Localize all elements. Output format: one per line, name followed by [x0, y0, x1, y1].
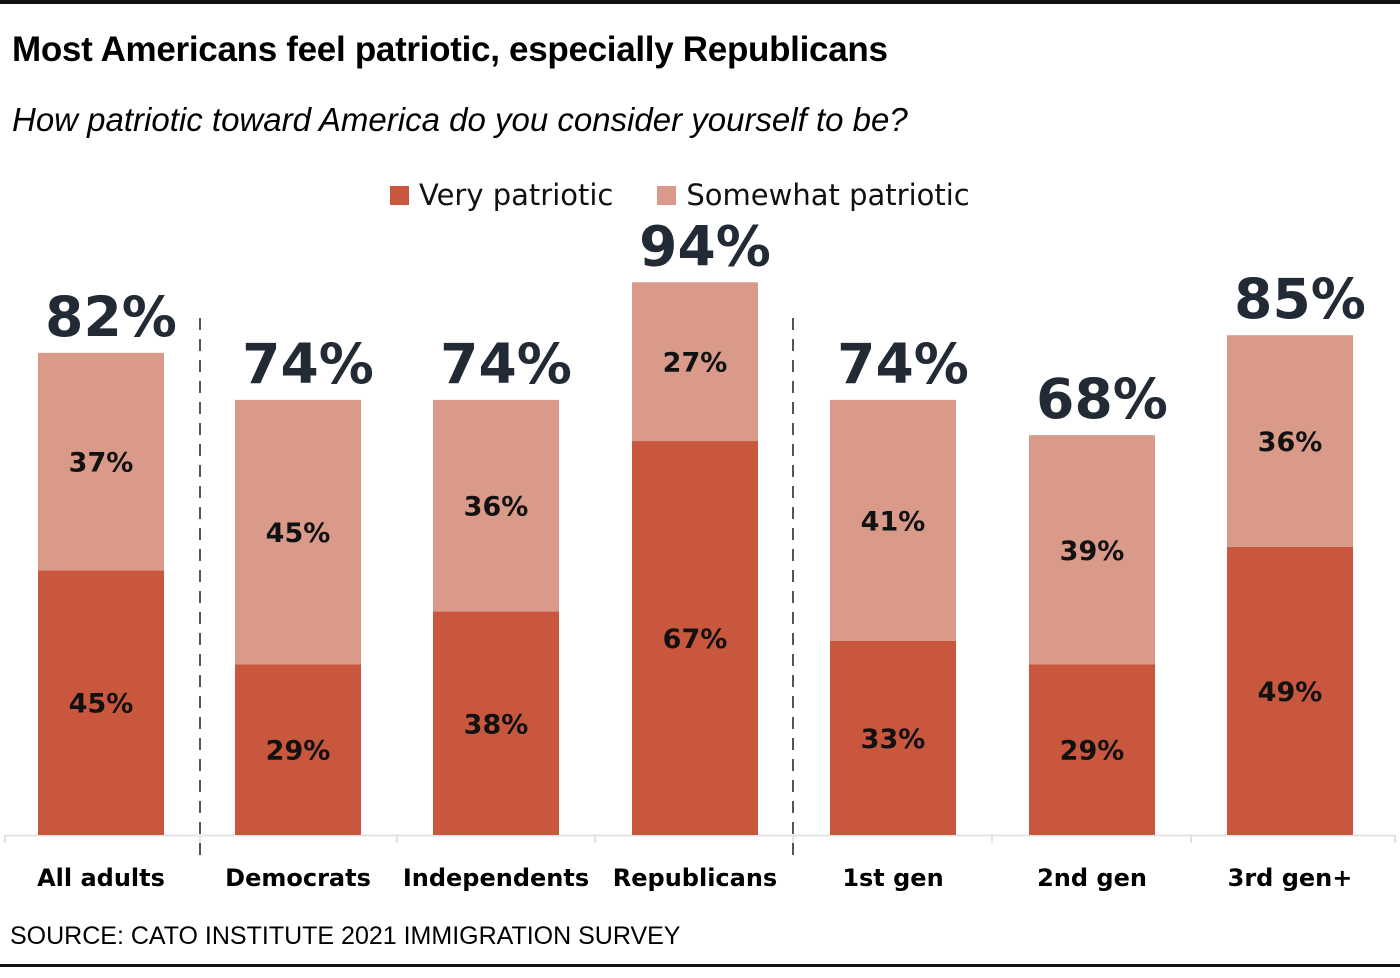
bar-somewhat-patriotic — [235, 399, 361, 665]
legend-swatch-somewhat — [657, 185, 677, 205]
legend: Very patriotic Somewhat patriotic — [390, 178, 1014, 212]
data-label-very: 45% — [69, 689, 134, 720]
total-label: 94% — [639, 214, 771, 278]
category-label: Republicans — [613, 864, 777, 892]
bar-very-patriotic — [38, 570, 164, 835]
total-label: 82% — [45, 285, 177, 349]
legend-swatch-very — [390, 185, 409, 205]
legend-label-very: Very patriotic — [419, 178, 614, 212]
total-label: 68% — [1036, 367, 1168, 431]
category-label: Independents — [403, 864, 589, 892]
data-label-somewhat: 36% — [1258, 427, 1323, 458]
top-rule — [0, 0, 1400, 4]
legend-item-somewhat: Somewhat patriotic — [657, 178, 970, 212]
data-label-very: 33% — [861, 724, 926, 755]
chart-subtitle: How patriotic toward America do you cons… — [12, 101, 908, 138]
data-label-somewhat: 37% — [69, 448, 134, 479]
data-label-somewhat: 45% — [266, 518, 331, 549]
data-label-somewhat: 39% — [1060, 536, 1125, 567]
category-label: 3rd gen+ — [1228, 864, 1353, 892]
bar-very-patriotic — [830, 640, 956, 835]
data-label-very: 38% — [464, 709, 529, 740]
stacked-bar-chart: 45% 37% 82% All adults 29% 45% 74% Democrats 38%… — [4, 214, 1396, 892]
category-label: All adults — [37, 864, 165, 892]
total-label: 85% — [1234, 267, 1366, 331]
legend-item-very: Very patriotic — [390, 178, 613, 212]
bar-very-patriotic — [632, 441, 758, 835]
total-label: 74% — [837, 332, 969, 396]
bar-somewhat-patriotic — [632, 282, 758, 442]
chart-title: Most Americans feel patriotic, especiall… — [12, 30, 888, 69]
legend-label-somewhat: Somewhat patriotic — [686, 178, 970, 212]
data-label-somewhat: 41% — [861, 506, 926, 537]
data-label-very: 29% — [1060, 736, 1125, 767]
category-label: 1st gen — [842, 864, 943, 892]
bar-somewhat-patriotic — [1227, 335, 1353, 547]
bar-somewhat-patriotic — [433, 399, 559, 612]
data-label-very: 67% — [663, 624, 728, 655]
total-label: 74% — [440, 332, 572, 396]
data-label-very: 29% — [266, 736, 331, 767]
total-label: 74% — [242, 332, 374, 396]
source-note: SOURCE: CATO INSTITUTE 2021 IMMIGRATION … — [10, 922, 681, 950]
bar-somewhat-patriotic — [830, 399, 956, 641]
data-label-very: 49% — [1258, 677, 1323, 708]
category-label: 2nd gen — [1037, 864, 1147, 892]
data-label-somewhat: 36% — [464, 492, 529, 523]
data-label-somewhat: 27% — [663, 348, 728, 379]
bar-somewhat-patriotic — [38, 352, 164, 571]
bar-very-patriotic — [1029, 664, 1155, 835]
bar-very-patriotic — [433, 611, 559, 835]
bottom-rule — [0, 964, 1400, 967]
bar-somewhat-patriotic — [1029, 435, 1155, 665]
category-label: Democrats — [225, 864, 371, 892]
bar-very-patriotic — [1227, 546, 1353, 835]
bar-very-patriotic — [235, 664, 361, 835]
